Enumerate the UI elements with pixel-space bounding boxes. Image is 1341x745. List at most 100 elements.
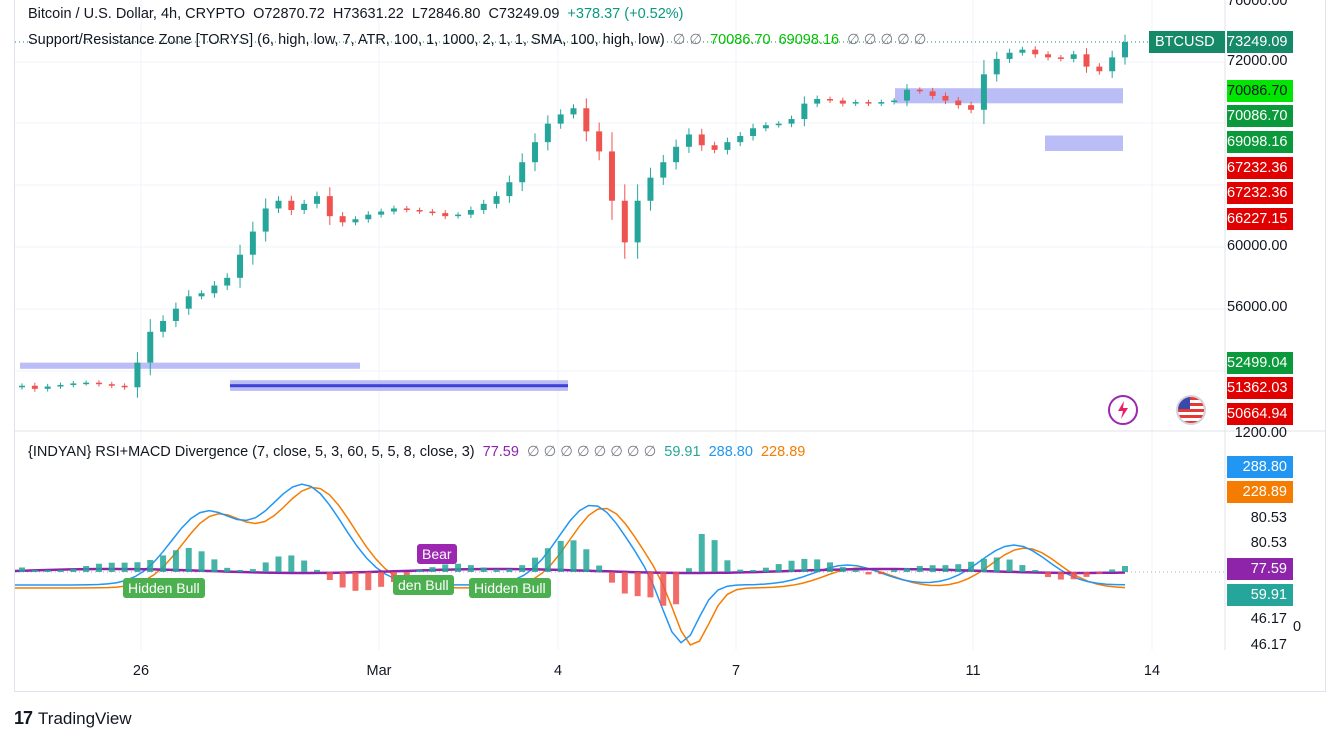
candle-body [801,103,808,120]
histogram-bar [557,540,564,572]
price-tag: 50664.94 [1227,403,1293,425]
histogram-bar [1057,572,1064,580]
price-tick: 60000.00 [1227,238,1288,254]
close-value: C73249.09 [488,6,560,22]
histogram-bar [455,563,462,572]
candle-body [878,102,885,104]
histogram-bar [339,572,346,588]
hidden-bull-signal[interactable]: den Bull [393,575,454,595]
histogram-bar [352,572,359,591]
support-zone [20,362,360,369]
zone-line [230,384,568,388]
candle-body [339,216,346,223]
histogram-bar [429,567,436,572]
candle-body [301,203,308,210]
price-tick: 72000.00 [1227,53,1288,69]
indicator1-value2: 69098.16 [778,32,840,48]
candle-body [750,128,757,136]
histogram-bar [326,572,333,580]
candle-body [916,89,923,92]
candle-body [416,210,423,212]
candle-body [711,145,718,150]
chart-frame [14,0,1326,692]
candle-body [172,308,179,321]
hidden-bull-signal[interactable]: Hidden Bull [123,578,205,598]
histogram-bar [1032,570,1039,572]
candle-body [1006,52,1013,59]
candle-body [865,102,872,104]
candle-body [352,219,359,223]
candle-body [993,58,1000,75]
histogram-bar [968,561,975,572]
osc-tick: 46.17 [1250,637,1287,653]
candle-body [198,293,205,297]
price-tag: 67232.36 [1227,182,1293,204]
candle-body [134,362,141,388]
hidden-bull-signal[interactable]: Hidden Bull [469,578,551,598]
low-value: L72846.80 [411,6,481,22]
indicator2-name: {INDYAN} RSI+MACD Divergence (7, close, … [28,444,475,460]
time-tick: 7 [731,663,741,679]
candle-body [275,200,282,209]
histogram-bar [942,565,949,572]
histogram-bar [865,572,872,575]
time-tick: Mar [366,663,392,679]
candle-body [570,108,577,115]
candle-body [19,385,25,388]
candle-body [532,142,539,163]
histogram-bar [403,572,410,577]
candle-body [1057,57,1064,59]
histogram-bar [891,570,898,572]
histogram-bar [262,562,269,572]
candle-body [1070,54,1077,59]
price-tag: 66227.15 [1227,208,1293,230]
histogram-bar [467,565,474,572]
histogram-bar [801,558,808,572]
price-tag: 69098.16 [1227,131,1293,153]
histogram-bar [70,568,77,572]
candle-body [724,142,731,150]
histogram-bar [160,555,167,572]
candle-body [621,200,628,243]
bear-signal[interactable]: Bear [417,544,457,564]
candle-body [852,102,859,104]
candle-body [583,108,590,132]
price-tick: 56000.00 [1227,299,1288,315]
candle-body [1032,49,1039,55]
indicator1-legend[interactable]: Support/Resistance Zone [TORYS] (6, high… [28,32,930,48]
candle-body [737,136,744,143]
candle-body [929,91,936,96]
time-tick: 11 [965,663,981,679]
candle-body [288,200,295,210]
support-zone [1045,135,1123,152]
lightning-icon[interactable] [1108,395,1138,425]
candle-body [506,182,513,197]
histogram-bar [1006,559,1013,572]
histogram-bar [1070,572,1077,580]
histogram-bar [544,548,551,572]
candle-body [390,208,397,212]
candle-body [891,100,898,103]
histogram-bar [814,559,821,572]
price-tag: 51362.03 [1227,377,1293,399]
candle-body [788,119,795,124]
histogram-bar [929,565,936,572]
histogram-bar [916,565,923,572]
indicator2-legend[interactable]: {INDYAN} RSI+MACD Divergence (7, close, … [28,444,809,460]
histogram-bar [724,560,731,572]
candle-body [557,114,564,124]
symbol-line: Bitcoin / U.S. Dollar, 4h, CRYPTO [28,6,246,22]
candle-body [685,134,692,147]
histogram-bar [519,565,526,572]
candle-body [480,203,487,210]
symbol-legend[interactable]: Bitcoin / U.S. Dollar, 4h, CRYPTO O72870… [28,6,688,22]
histogram-bar [198,551,205,572]
tradingview-brand[interactable]: 17 TradingView [14,708,132,729]
histogram-bar [762,567,769,572]
candle-body [262,208,269,232]
us-flag-icon[interactable] [1176,395,1206,425]
osc-tag: 288.80 [1227,456,1293,478]
candle-body [775,123,782,126]
candle-body [313,196,320,204]
